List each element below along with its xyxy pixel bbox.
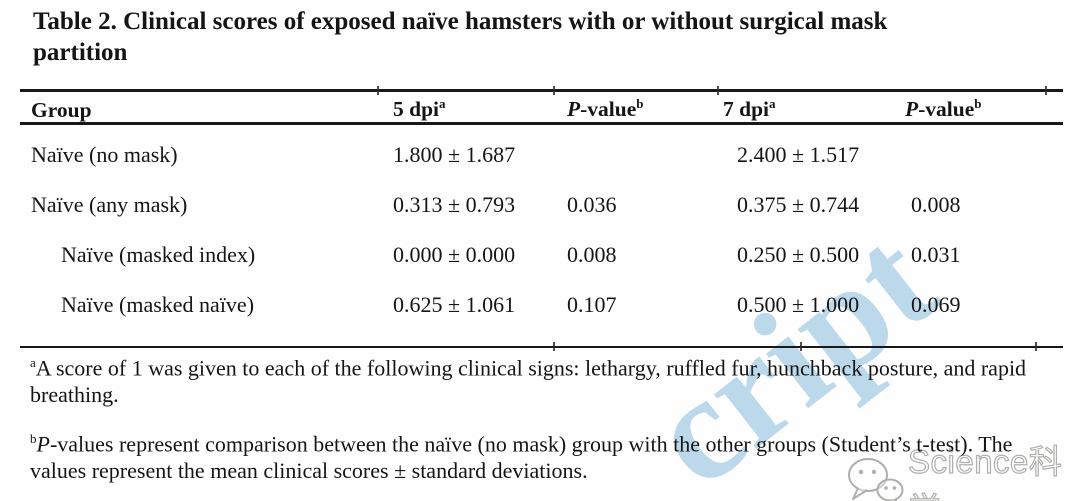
cell-pvalue-7: 0.008 xyxy=(911,192,961,217)
table-row: Naïve (masked naïve) 0.625 ± 1.061 0.107… xyxy=(20,274,1063,324)
column-header-5dpi: 5 dpia xyxy=(393,96,446,122)
column-tick xyxy=(1035,342,1037,351)
table-rule-header-bottom xyxy=(20,122,1063,125)
cell-5dpi: 0.000 ± 0.000 xyxy=(393,242,516,267)
column-header-group: Group xyxy=(31,97,92,122)
table-rule-top xyxy=(20,89,1063,92)
column-header-pvalue-5dpi: P-valueb xyxy=(567,96,644,122)
footnote-a-text: A score of 1 was given to each of the fo… xyxy=(30,355,1027,408)
column-header-pvalue-7dpi: P-valueb xyxy=(905,96,982,122)
column-header-7dpi: 7 dpia xyxy=(723,96,776,122)
cell-5dpi: 0.313 ± 0.793 xyxy=(393,192,516,217)
table-rule-bottom xyxy=(20,345,1063,348)
cell-group: Naïve (masked naïve) xyxy=(61,292,255,317)
cell-7dpi: 0.250 ± 0.500 xyxy=(737,242,860,267)
cell-pvalue-5 xyxy=(567,168,723,174)
cell-pvalue-7: 0.069 xyxy=(911,292,961,317)
column-tick xyxy=(377,86,379,95)
column-tick xyxy=(800,342,802,351)
table-row: Naïve (masked index) 0.000 ± 0.000 0.008… xyxy=(20,224,1063,274)
clinical-scores-table: Group 5 dpia P-valueb 7 dpia P-valueb Na… xyxy=(20,86,1063,351)
table-header-row: Group 5 dpia P-valueb 7 dpia P-valueb xyxy=(20,92,1063,123)
cell-pvalue-7: 0.031 xyxy=(911,242,961,267)
cell-5dpi: 0.625 ± 1.061 xyxy=(393,292,516,317)
cell-pvalue-5: 0.008 xyxy=(567,242,617,267)
cell-pvalue-5: 0.036 xyxy=(567,192,617,217)
cell-group: Naïve (any mask) xyxy=(31,192,188,217)
column-tick xyxy=(717,86,719,95)
cell-group: Naïve (masked index) xyxy=(61,242,256,267)
table-row: Naïve (any mask) 0.313 ± 0.793 0.036 0.3… xyxy=(20,174,1063,224)
table-body: Naïve (no mask) 1.800 ± 1.687 2.400 ± 1.… xyxy=(20,124,1063,324)
cell-7dpi: 0.500 ± 1.000 xyxy=(737,292,860,317)
cell-5dpi: 1.800 ± 1.687 xyxy=(393,142,516,167)
cell-pvalue-5: 0.107 xyxy=(567,292,617,317)
footnote-b-text: -values represent comparison between the… xyxy=(30,431,1013,484)
footnote-a-marker: a xyxy=(30,355,36,370)
cell-pvalue-7 xyxy=(905,168,1063,174)
column-tick xyxy=(553,86,555,95)
column-tick xyxy=(1045,86,1047,95)
table-row: Naïve (no mask) 1.800 ± 1.687 2.400 ± 1.… xyxy=(20,124,1063,174)
footnote-b-marker: b xyxy=(30,431,37,446)
table-title: Table 2. Clinical scores of exposed naïv… xyxy=(33,8,888,66)
cell-group: Naïve (no mask) xyxy=(31,142,178,167)
cell-7dpi: 2.400 ± 1.517 xyxy=(737,142,860,167)
footnote-b: bP-values represent comparison between t… xyxy=(30,425,1052,484)
cell-7dpi: 0.375 ± 0.744 xyxy=(737,192,860,217)
footnote-a: aA score of 1 was given to each of the f… xyxy=(30,349,1052,408)
footnote-b-pvalue-italic: P xyxy=(36,431,50,457)
column-tick xyxy=(553,342,555,351)
